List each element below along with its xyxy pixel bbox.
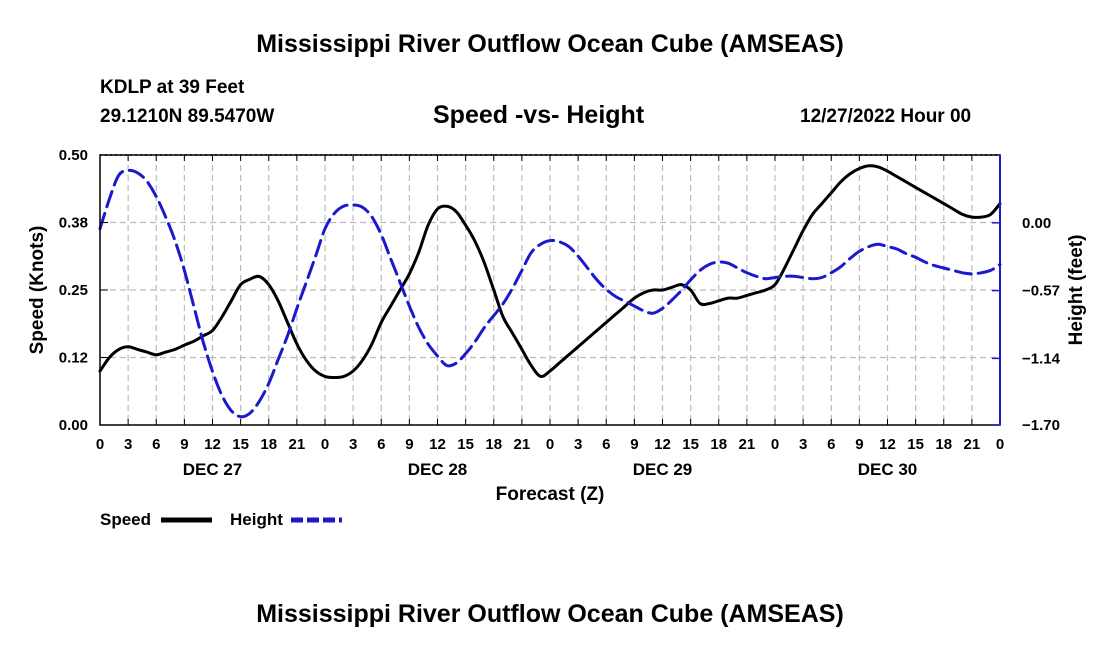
chart-subtitle: Speed -vs- Height: [433, 101, 645, 129]
x-tick-label: 21: [289, 436, 306, 453]
y2-tick-label: −0.57: [1022, 283, 1060, 300]
x-tick-label: 3: [124, 436, 132, 453]
x-tick-label: 15: [232, 436, 249, 453]
x-tick-label: 15: [457, 436, 474, 453]
station-label: KDLP at 39 Feet: [100, 77, 245, 98]
y2-axis-title: Height (feet): [1066, 235, 1087, 346]
x-tick-label: 21: [514, 436, 531, 453]
x-tick-label: 0: [771, 436, 779, 453]
y-tick-label: 0.12: [59, 350, 88, 367]
x-tick-label: 12: [654, 436, 671, 453]
legend: Speed Height: [100, 510, 342, 529]
x-tick-label: 6: [827, 436, 835, 453]
legend-height-label: Height: [230, 510, 283, 529]
x-tick-label: 3: [349, 436, 357, 453]
x-tick-label: 0: [546, 436, 554, 453]
x-tick-label: 18: [935, 436, 952, 453]
location-label: 29.1210N 89.5470W: [100, 106, 275, 127]
day-label: DEC 27: [183, 460, 243, 479]
legend-speed-label: Speed: [100, 510, 151, 529]
x-tick-label: 6: [602, 436, 610, 453]
y2-tick-label: −1.70: [1022, 417, 1060, 434]
axes: 0 3 6 9 12 15 18 21 0 3 6 9 12 15 18 21 0 3 6 9 12 15 18 21 0 3 6 9…: [59, 147, 1061, 479]
x-tick-label: 18: [260, 436, 277, 453]
x-tick-label: 6: [152, 436, 160, 453]
y-tick-label: 0.00: [59, 417, 88, 434]
x-tick-label: 18: [485, 436, 502, 453]
x-tick-label: 0: [996, 436, 1004, 453]
day-label: DEC 29: [633, 460, 693, 479]
x-tick-label: 3: [799, 436, 807, 453]
x-tick-label: 9: [855, 436, 863, 453]
series-line-speed: [98, 164, 1002, 379]
x-tick-label: 9: [180, 436, 188, 453]
day-label: DEC 28: [408, 460, 468, 479]
grid: [100, 154, 1000, 425]
x-tick-label: 9: [405, 436, 413, 453]
series-line-height: [98, 168, 1002, 419]
day-label: DEC 30: [858, 460, 918, 479]
x-tick-label: 6: [377, 436, 385, 453]
x-tick-label: 12: [204, 436, 221, 453]
y2-tick-label: 0.00: [1022, 215, 1051, 232]
x-tick-label: 21: [739, 436, 756, 453]
x-tick-label: 3: [574, 436, 582, 453]
x-tick-label: 15: [682, 436, 699, 453]
y-axis-title: Speed (Knots): [27, 226, 48, 355]
x-tick-label: 0: [321, 436, 329, 453]
y-tick-label: 0.25: [59, 282, 88, 299]
x-tick-label: 12: [429, 436, 446, 453]
y2-tick-label: −1.14: [1022, 350, 1061, 367]
x-tick-label: 0: [96, 436, 104, 453]
x-tick-label: 21: [964, 436, 981, 453]
x-tick-label: 12: [879, 436, 896, 453]
chart-title: Mississippi River Outflow Ocean Cube (AM…: [256, 30, 844, 58]
series-layer: [98, 164, 1002, 419]
x-axis-title: Forecast (Z): [496, 484, 605, 505]
y-tick-label: 0.50: [59, 147, 88, 164]
x-tick-label: 18: [710, 436, 727, 453]
y-tick-label: 0.38: [59, 215, 88, 232]
footer-title: Mississippi River Outflow Ocean Cube (AM…: [256, 600, 844, 628]
forecast-date: 12/27/2022 Hour 00: [800, 106, 972, 127]
x-tick-label: 9: [630, 436, 638, 453]
x-tick-label: 15: [907, 436, 924, 453]
